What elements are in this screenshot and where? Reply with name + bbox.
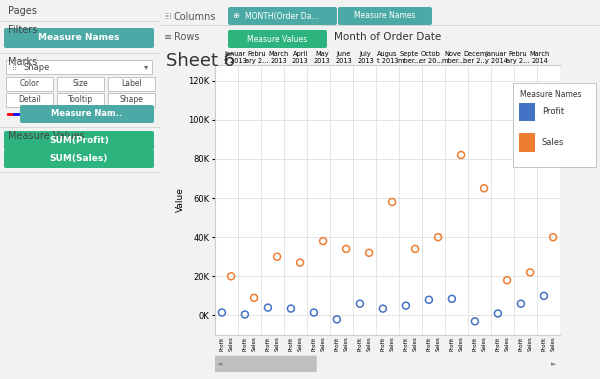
Bar (57, 77, 104, 91)
Text: Measure Names: Measure Names (520, 90, 581, 99)
Text: SUM(Profit): SUM(Profit) (49, 136, 109, 145)
Text: ⁞⁞⁞: ⁞⁞⁞ (164, 12, 172, 21)
Point (447, 296, 457, 302)
Point (272, 254, 282, 260)
Bar (519, 133, 535, 152)
Point (526, 269, 535, 276)
Point (401, 302, 410, 309)
Text: Color: Color (19, 80, 40, 89)
FancyBboxPatch shape (4, 28, 154, 48)
Point (457, 152, 466, 158)
Text: ◄: ◄ (217, 361, 222, 367)
Text: Rows: Rows (174, 32, 199, 42)
Point (355, 301, 365, 307)
Point (539, 293, 548, 299)
Text: Size: Size (73, 80, 88, 89)
Point (493, 310, 503, 316)
Text: ▾: ▾ (144, 63, 148, 72)
Bar (6, 60, 152, 74)
Point (341, 246, 351, 252)
Bar (6, 93, 53, 107)
FancyBboxPatch shape (4, 149, 154, 168)
Text: ►: ► (551, 361, 557, 367)
Text: Pages: Pages (8, 6, 37, 16)
FancyBboxPatch shape (228, 30, 327, 48)
Text: Marks: Marks (8, 57, 37, 67)
Text: ⊕: ⊕ (232, 11, 239, 20)
Point (263, 305, 272, 311)
Point (502, 277, 512, 283)
Point (410, 246, 420, 252)
FancyBboxPatch shape (213, 356, 317, 372)
Text: Measure Values: Measure Values (247, 34, 307, 44)
Point (226, 273, 236, 279)
Text: Measure Names: Measure Names (38, 33, 120, 42)
Text: Shape: Shape (119, 96, 143, 105)
Point (433, 234, 443, 240)
Point (364, 250, 374, 256)
Text: Label: Label (121, 80, 142, 89)
Text: Measure Names: Measure Names (354, 11, 416, 20)
Text: Tooltip: Tooltip (68, 96, 93, 105)
Text: ≡: ≡ (164, 32, 172, 42)
Point (319, 238, 328, 244)
Y-axis label: Value: Value (176, 188, 185, 213)
Point (479, 185, 489, 191)
Point (240, 312, 250, 318)
Text: Detail: Detail (18, 96, 41, 105)
Text: Shape: Shape (24, 63, 50, 72)
Text: Profit: Profit (542, 107, 564, 116)
Bar (6, 77, 53, 91)
Bar (108, 77, 155, 91)
Point (309, 310, 319, 316)
Text: SUM(Sales): SUM(Sales) (50, 154, 108, 163)
Bar (108, 93, 155, 107)
Point (217, 310, 227, 316)
Point (378, 305, 388, 312)
FancyBboxPatch shape (4, 131, 154, 150)
Point (424, 297, 434, 303)
FancyBboxPatch shape (228, 7, 337, 25)
Text: ⣿: ⣿ (12, 64, 17, 70)
Text: Sheet 6: Sheet 6 (166, 52, 235, 70)
Point (470, 318, 480, 324)
Point (286, 305, 296, 312)
Bar (57, 93, 104, 107)
Point (388, 199, 397, 205)
Point (516, 301, 526, 307)
Point (332, 316, 342, 323)
Text: Measure Values: Measure Values (8, 131, 85, 141)
Text: Columns: Columns (174, 12, 217, 22)
Text: Measure Nam..: Measure Nam.. (52, 110, 122, 119)
Point (295, 260, 305, 266)
Point (548, 234, 558, 240)
Bar (519, 103, 535, 121)
FancyBboxPatch shape (338, 7, 432, 25)
FancyBboxPatch shape (20, 105, 154, 123)
Text: Filters: Filters (8, 25, 37, 35)
Text: Sales: Sales (542, 138, 565, 147)
Point (250, 295, 259, 301)
Text: MONTH(Order Da...: MONTH(Order Da... (245, 11, 319, 20)
Title: Month of Order Date: Month of Order Date (334, 32, 441, 42)
